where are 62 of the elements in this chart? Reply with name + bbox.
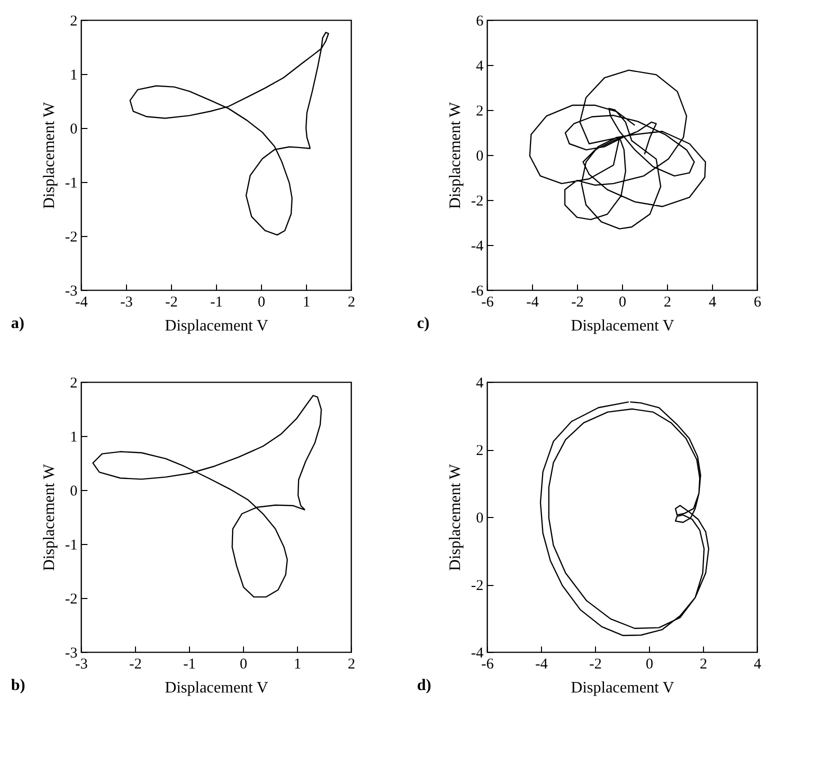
y-tick-label: -3 — [65, 284, 78, 300]
x-tick-label: -2 — [165, 294, 178, 310]
y-tick-label: -2 — [471, 578, 484, 594]
y-axis-title: Displacement W — [447, 101, 464, 209]
x-axis-title: Displacement V — [164, 318, 269, 334]
y-axis-title: Displacement W — [447, 463, 464, 571]
x-tick-label: 0 — [258, 294, 266, 310]
x-tick-label: 4 — [708, 294, 717, 310]
x-tick-label: 2 — [664, 294, 672, 310]
x-axis-title: Displacement V — [570, 680, 675, 696]
y-tick-label: -3 — [65, 646, 78, 662]
text: b) — [11, 677, 26, 694]
x-tick-label: 1 — [302, 294, 310, 310]
y-axis-title: Displacement W — [41, 463, 58, 571]
x-tick-label: -4 — [535, 656, 548, 672]
y-tick-label: 4 — [476, 376, 484, 392]
y-tick-label: 4 — [476, 58, 484, 74]
x-tick-label: 2 — [700, 656, 708, 672]
text: a) — [11, 315, 24, 332]
y-tick-label: 0 — [70, 122, 78, 138]
line-series — [540, 401, 710, 636]
x-tick-label: 0 — [646, 656, 654, 672]
y-tick-label: -1 — [65, 538, 78, 554]
x-tick-label: 2 — [348, 294, 356, 310]
y-tick-label: 2 — [70, 14, 78, 30]
text: d) — [417, 677, 432, 694]
y-tick-label: 2 — [476, 104, 484, 120]
x-tick-label: -2 — [589, 656, 602, 672]
y-tick-label: -2 — [65, 592, 78, 608]
y-tick-label: 2 — [70, 376, 78, 392]
y-tick-label: -4 — [471, 646, 484, 662]
line-series — [529, 70, 706, 230]
y-tick-label: -1 — [65, 176, 78, 192]
y-tick-label: 1 — [70, 430, 78, 446]
x-tick-label: -4 — [526, 294, 540, 310]
y-tick-label: -2 — [471, 194, 484, 210]
x-tick-label: 2 — [348, 656, 356, 672]
x-axis-title: Displacement V — [164, 680, 269, 696]
line-series — [92, 394, 322, 598]
y-axis-title: Displacement W — [41, 101, 58, 209]
y-tick-label: 1 — [70, 68, 78, 84]
text: c) — [417, 315, 430, 332]
line-series — [129, 32, 330, 236]
x-tick-label: -1 — [210, 294, 223, 310]
y-tick-label: 0 — [476, 148, 484, 164]
x-tick-label: -3 — [120, 294, 133, 310]
y-tick-label: 0 — [476, 510, 484, 526]
x-tick-label: 6 — [754, 294, 762, 310]
y-tick-label: -2 — [65, 230, 78, 246]
x-tick-label: 0 — [618, 294, 626, 310]
y-tick-label: 2 — [476, 443, 484, 459]
x-axis-title: Displacement V — [570, 318, 675, 334]
x-tick-label: 1 — [294, 656, 302, 672]
x-tick-label: -1 — [183, 656, 196, 672]
y-tick-label: 0 — [70, 484, 78, 500]
y-tick-label: 6 — [476, 14, 484, 30]
y-tick-label: -6 — [471, 284, 484, 300]
x-tick-label: -2 — [129, 656, 142, 672]
y-tick-label: -4 — [471, 238, 484, 254]
x-tick-label: 0 — [240, 656, 248, 672]
x-tick-label: -2 — [571, 294, 584, 310]
x-tick-label: 4 — [754, 656, 762, 672]
